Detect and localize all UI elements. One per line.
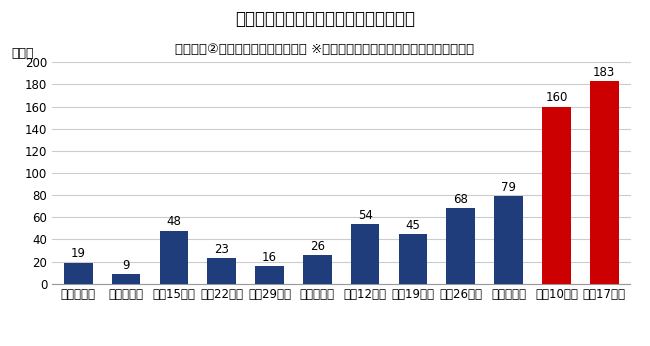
Bar (112, 274, 140, 284)
Text: 19: 19 (71, 247, 86, 261)
Text: 48: 48 (166, 215, 181, 228)
Text: 26: 26 (310, 240, 325, 253)
Text: 45: 45 (406, 219, 421, 232)
Bar (303, 255, 332, 284)
Text: 68: 68 (453, 193, 468, 206)
Text: 160: 160 (545, 91, 567, 104)
Text: 9: 9 (122, 258, 130, 272)
Bar (494, 196, 523, 284)
Text: 183: 183 (593, 66, 616, 79)
Text: 令和５年　全国の熱中症救急搬送人員数: 令和５年 全国の熱中症救急搬送人員数 (235, 10, 415, 28)
Bar (159, 230, 188, 284)
Bar (447, 208, 475, 284)
Text: 16: 16 (262, 251, 277, 264)
Bar (255, 266, 284, 284)
Bar (351, 224, 380, 284)
Bar (590, 81, 619, 284)
Text: （人）: （人） (12, 47, 34, 60)
Text: 54: 54 (358, 209, 372, 222)
Bar (64, 263, 93, 284)
Bar (398, 234, 427, 284)
Text: （仕事場②：田畑、森林、海、川等 ※農・畜・水産作業を行っている場合のみ）: （仕事場②：田畑、森林、海、川等 ※農・畜・水産作業を行っている場合のみ） (176, 43, 474, 56)
Text: 79: 79 (501, 181, 516, 194)
Bar (207, 258, 236, 284)
Text: 23: 23 (214, 243, 229, 256)
Bar (542, 107, 571, 284)
